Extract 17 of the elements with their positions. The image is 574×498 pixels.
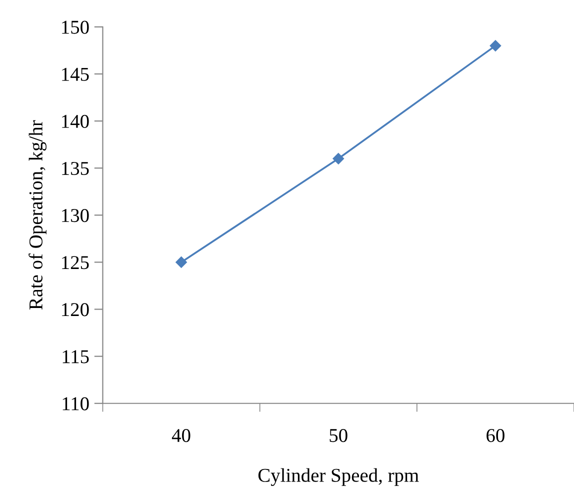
y-tick-label: 145 bbox=[62, 68, 89, 81]
x-tick-label: 40 bbox=[172, 428, 190, 442]
y-tick-label: 135 bbox=[62, 162, 89, 176]
point bbox=[332, 153, 344, 164]
y-tick-label: 120 bbox=[62, 303, 89, 316]
y-tick-label: 110 bbox=[62, 397, 89, 410]
y-tick-label: 150 bbox=[62, 20, 89, 34]
x-tick-label: 50 bbox=[330, 428, 348, 442]
y-tick-label: 140 bbox=[62, 114, 89, 128]
point bbox=[490, 40, 502, 52]
y-tick-label: 115 bbox=[62, 350, 89, 364]
y-tick-label: 130 bbox=[62, 208, 89, 222]
y-tick-label: 125 bbox=[62, 256, 89, 270]
y-axis-title: Rate of Operation, kg/hr bbox=[28, 120, 46, 310]
point bbox=[176, 256, 187, 268]
x-tick-label: 60 bbox=[486, 428, 504, 442]
x-axis-title: Cylinder Speed, rpm bbox=[258, 468, 419, 486]
